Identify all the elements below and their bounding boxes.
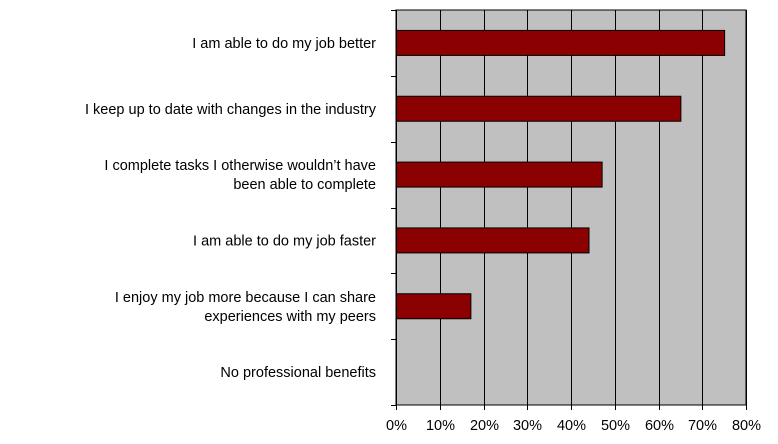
category-labels: I am able to do my job better I keep up t… (85, 36, 377, 381)
category-label: No professional benefits (220, 365, 376, 381)
category-label-line: I enjoy my job more because I can share (115, 290, 376, 306)
category-label-line: been able to complete (233, 177, 376, 193)
category-label-line: I keep up to date with changes in the in… (85, 102, 377, 118)
x-tick-label: 0% (386, 418, 407, 434)
x-tick-label: 60% (645, 418, 674, 434)
category-label: I am able to do my job better (192, 36, 376, 52)
category-label-line: I am able to do my job better (192, 36, 376, 52)
category-label-line: No professional benefits (220, 365, 376, 381)
category-label-line: experiences with my peers (204, 309, 376, 325)
x-tick-label: 30% (513, 418, 542, 434)
category-label: I keep up to date with changes in the in… (85, 102, 377, 118)
bar (396, 227, 590, 254)
axes (391, 10, 747, 410)
category-label: I am able to do my job faster (193, 233, 376, 249)
category-label-line: I am able to do my job faster (193, 233, 376, 249)
x-tick-label: 40% (557, 418, 586, 434)
x-tick-label: 50% (601, 418, 630, 434)
category-label: I enjoy my job more because I can share e… (115, 290, 376, 325)
category-label: I complete tasks I otherwise wouldn’t ha… (104, 158, 376, 193)
bar (396, 161, 603, 188)
bar (396, 293, 472, 320)
x-tick-label: 10% (426, 418, 455, 434)
bar (396, 95, 682, 122)
bar (396, 29, 726, 56)
x-tick-labels: 0% 10% 20% 30% 40% 50% 60% 70% 80% (386, 418, 761, 434)
x-tick-label: 20% (470, 418, 499, 434)
x-tick-label: 70% (688, 418, 717, 434)
category-label-line: I complete tasks I otherwise wouldn’t ha… (104, 158, 376, 174)
x-tick-label: 80% (732, 418, 761, 434)
bars (396, 29, 726, 320)
